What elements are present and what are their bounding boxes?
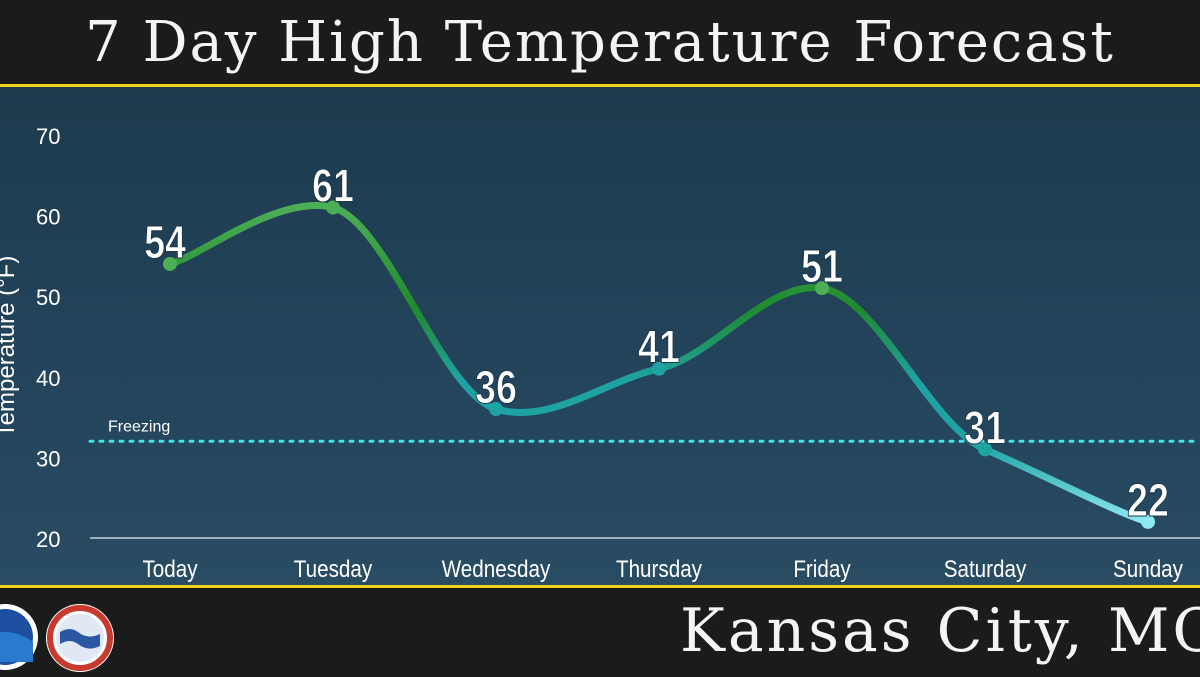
x-tick-label: Wednesday [442, 556, 551, 583]
x-tick-label: Saturday [944, 556, 1027, 583]
data-value-label: 22 [1127, 474, 1169, 525]
x-tick-label: Today [142, 556, 198, 583]
data-value-label: 36 [475, 361, 517, 412]
data-point [652, 361, 666, 376]
data-point [978, 442, 992, 457]
y-tick-label: 50 [36, 285, 60, 310]
y-tick-label: 60 [36, 205, 60, 230]
y-tick-label: 30 [36, 446, 60, 471]
national-weather-service-logo-icon [46, 604, 114, 672]
x-tick-label: Friday [793, 556, 851, 583]
y-axis-title: Temperature (°F) [0, 256, 20, 438]
data-point [163, 256, 177, 271]
y-tick-label: 20 [36, 527, 60, 552]
data-point [815, 281, 829, 296]
location-title: Kansas City, MO [680, 596, 1200, 666]
y-tick-label: 40 [36, 366, 60, 391]
data-value-label: 41 [638, 321, 680, 372]
data-value-label: 51 [801, 241, 843, 292]
data-value-label: 31 [964, 402, 1006, 453]
footer-bar: Kansas City, MO [0, 585, 1200, 677]
x-tick-label: Thursday [616, 556, 703, 583]
x-tick-label: Tuesday [294, 556, 373, 583]
y-tick-label: 70 [36, 124, 60, 149]
header-bar: 7 Day High Temperature Forecast [0, 0, 1200, 87]
chart-area: 20 30 40 50 60 70 Temperature (°F) Freezing 54 To… [0, 87, 1200, 585]
data-value-label: 61 [312, 160, 354, 211]
data-point [489, 402, 503, 417]
x-tick-label: Sunday [1113, 556, 1184, 583]
data-value-label: 54 [144, 216, 186, 267]
temperature-line-chart: 20 30 40 50 60 70 Temperature (°F) Freezing 54 To… [0, 124, 1200, 583]
data-point [1141, 514, 1155, 529]
noaa-logo-icon [0, 604, 38, 670]
data-point [326, 200, 340, 215]
freezing-label: Freezing [108, 418, 170, 435]
page-title: 7 Day High Temperature Forecast [85, 9, 1115, 75]
